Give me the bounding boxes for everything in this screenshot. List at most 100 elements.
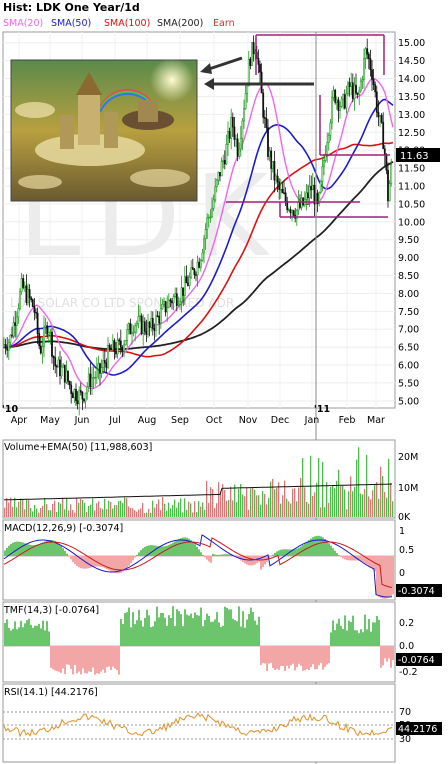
tmf-bar xyxy=(10,630,12,646)
tmf-bar xyxy=(152,626,154,646)
tmf-bar xyxy=(336,623,338,646)
macd-bar xyxy=(146,545,148,556)
macd-bar xyxy=(166,545,168,556)
candle-body xyxy=(271,161,274,169)
macd-bar xyxy=(274,552,276,556)
macd-bar xyxy=(136,554,138,556)
candle-body xyxy=(335,99,338,103)
volume-bar xyxy=(210,487,212,517)
volume-bar xyxy=(370,499,372,517)
tmf-bar xyxy=(224,606,226,646)
macd-bar xyxy=(10,544,12,556)
macd-bar xyxy=(74,556,76,565)
tmf-bar xyxy=(190,613,192,646)
volume-bar xyxy=(346,509,348,517)
candle-body xyxy=(203,238,205,254)
candle-body xyxy=(284,192,287,202)
price-tick-label: 6.50 xyxy=(398,343,419,354)
macd-bar xyxy=(290,549,292,556)
volume-bar xyxy=(72,510,74,517)
volume-bar xyxy=(350,476,352,517)
tmf-bar xyxy=(90,646,92,673)
volume-bar xyxy=(296,501,298,517)
tmf-bar xyxy=(158,617,160,646)
candle-body xyxy=(225,144,228,165)
candle-body xyxy=(380,115,383,123)
macd-bar xyxy=(106,556,108,570)
volume-bar xyxy=(234,484,236,517)
macd-bar xyxy=(270,556,272,557)
tmf-bar xyxy=(242,611,244,646)
volume-bar xyxy=(66,497,68,517)
candle-body xyxy=(190,267,193,278)
candle-body xyxy=(334,89,337,103)
candle-body xyxy=(46,325,49,335)
macd-bar xyxy=(354,556,356,561)
macd-bar xyxy=(318,535,320,556)
candle-body xyxy=(359,80,362,92)
macd-bar xyxy=(184,537,186,556)
volume-bar xyxy=(126,498,128,517)
candle-body xyxy=(366,48,369,55)
volume-bar xyxy=(176,507,178,517)
tmf-bar xyxy=(34,625,36,646)
tmf-bar xyxy=(316,646,318,669)
candle-body xyxy=(83,398,85,402)
macd-title: MACD(12,26,9) [-0.3074] xyxy=(4,523,123,534)
candle-body xyxy=(297,201,300,211)
candle-body xyxy=(94,376,97,379)
tmf-bar xyxy=(314,646,316,670)
tmf-tick-label: -0.2 xyxy=(399,667,418,678)
macd-bar xyxy=(324,538,326,556)
candle-body xyxy=(171,300,173,304)
price-tick-label: 12.50 xyxy=(398,128,425,139)
volume-bar xyxy=(140,508,142,517)
candle-body xyxy=(257,58,260,65)
tmf-bar xyxy=(108,646,110,667)
candle-body xyxy=(374,84,377,93)
tmf-bar xyxy=(246,619,248,646)
legend-item-sma100: SMA(100) xyxy=(104,18,150,29)
tmf-bar xyxy=(262,646,264,663)
macd-bar xyxy=(92,556,94,568)
tmf-bar xyxy=(250,607,252,646)
candle-body xyxy=(375,91,378,113)
tmf-bar xyxy=(300,646,302,666)
candle-body xyxy=(110,347,113,351)
tmf-bar xyxy=(44,630,46,646)
tmf-bar xyxy=(294,646,296,671)
tmf-bar xyxy=(46,621,48,646)
candle-body xyxy=(102,360,105,368)
candle-body xyxy=(11,334,13,337)
chart-title: Hist: LDK One Year/1d xyxy=(3,1,140,14)
macd-bar xyxy=(202,554,204,556)
macd-bar xyxy=(36,544,38,556)
tmf-bar xyxy=(362,632,364,646)
volume-bar xyxy=(196,512,198,517)
tmf-bar xyxy=(106,646,108,668)
candle-body xyxy=(71,393,74,399)
candle-body xyxy=(235,138,237,140)
candle-body xyxy=(287,209,290,211)
candle-body xyxy=(124,340,127,346)
macd-bar xyxy=(310,538,312,556)
volume-bar xyxy=(204,509,206,517)
tmf-bar xyxy=(130,627,132,646)
macd-tick-label: 0.5 xyxy=(399,545,414,556)
macd-bar xyxy=(340,556,342,557)
macd-bar xyxy=(316,535,318,556)
macd-bar xyxy=(208,556,210,562)
candle-body xyxy=(158,315,161,324)
candle-body xyxy=(134,325,137,333)
volume-bar xyxy=(306,501,308,517)
volume-bar xyxy=(222,484,224,517)
macd-bar xyxy=(386,556,388,599)
volume-bar xyxy=(82,499,84,517)
candle-body xyxy=(14,322,17,326)
tmf-bar xyxy=(292,646,294,664)
price-tick-label: 14.50 xyxy=(398,56,425,67)
tmf-bar xyxy=(326,646,328,665)
macd-bar xyxy=(218,554,220,556)
tmf-area xyxy=(3,606,395,675)
macd-bar xyxy=(180,538,182,556)
